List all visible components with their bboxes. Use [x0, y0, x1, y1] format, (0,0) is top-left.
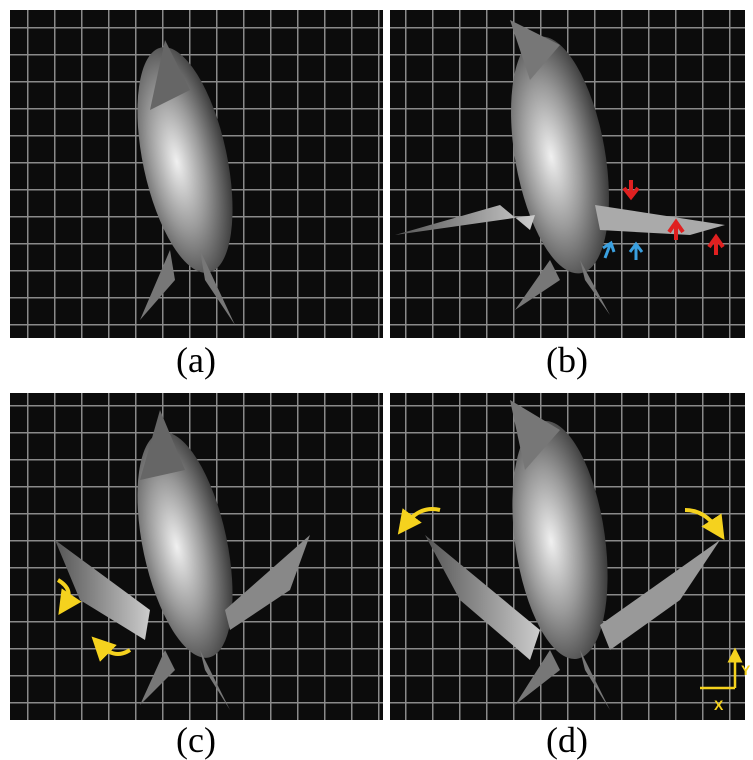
panel-label: (a)	[176, 340, 216, 380]
axis-x-label: X	[714, 697, 724, 713]
panel-label: (b)	[546, 340, 588, 380]
panel-a	[10, 10, 383, 338]
axis-y-label: Y	[741, 662, 751, 678]
panel-c	[10, 393, 383, 720]
panel-b	[390, 10, 745, 338]
panel-d: X Y	[390, 393, 751, 720]
panel-label: (d)	[546, 720, 588, 760]
panel-label: (c)	[176, 720, 216, 760]
figure: X Y (a) (b) (c) (d)	[0, 0, 753, 760]
